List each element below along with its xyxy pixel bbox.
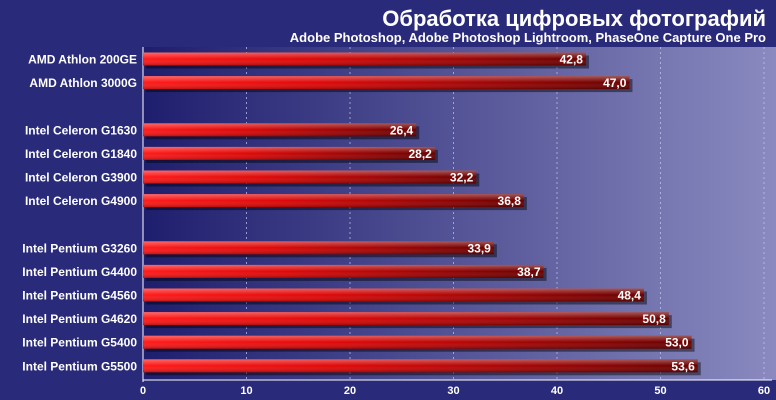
chart-title: Обработка цифровых фотографий — [382, 6, 766, 31]
bar-value-label: 50,8 — [642, 312, 666, 326]
category-label: Intel Pentium G5500 — [22, 359, 137, 373]
bar-value-label: 26,4 — [390, 123, 414, 137]
category-label: AMD Athlon 3000G — [29, 76, 137, 90]
x-tick-label: 30 — [447, 385, 459, 397]
bar-value-label: 48,4 — [618, 289, 642, 303]
bar-value-label: 53,6 — [671, 359, 695, 373]
x-tick-label: 60 — [758, 385, 770, 397]
x-tick-label: 10 — [240, 385, 252, 397]
bar-highlight — [143, 359, 698, 373]
bar-value-label: 38,7 — [517, 265, 541, 279]
bar-highlight — [143, 76, 630, 90]
category-label: Intel Pentium G3260 — [22, 241, 137, 255]
bar-highlight — [143, 288, 644, 302]
x-tick-label: 40 — [551, 385, 563, 397]
bar-value-label: 36,8 — [498, 194, 522, 208]
bar-highlight — [143, 170, 477, 184]
x-tick-label: 50 — [654, 385, 666, 397]
bar-highlight — [143, 264, 544, 278]
chart-subtitle: Adobe Photoshop, Adobe Photoshop Lightro… — [290, 30, 766, 45]
category-label: Intel Pentium G5400 — [22, 336, 137, 350]
bar-highlight — [143, 194, 524, 208]
grid-lines — [142, 47, 772, 382]
bar-value-label: 28,2 — [409, 147, 433, 161]
bar-value-label: 53,0 — [665, 336, 689, 350]
bar-value-label: 47,0 — [603, 76, 627, 90]
category-label: Intel Celeron G1630 — [25, 123, 137, 137]
x-axis-ticks: 0 10 20 30 40 50 60 — [140, 385, 770, 397]
bar-value-label: 32,2 — [450, 171, 474, 185]
category-label: Intel Pentium G4400 — [22, 265, 137, 279]
category-labels: AMD Athlon 200GE AMD Athlon 3000G Intel Ce… — [22, 53, 137, 374]
bar-highlight — [143, 241, 494, 255]
category-label: Intel Celeron G4900 — [25, 194, 137, 208]
category-label: Intel Celeron G1840 — [25, 147, 137, 161]
category-label: Intel Pentium G4560 — [22, 289, 137, 303]
bar-highlight — [143, 52, 586, 66]
bar-value-label: 42,8 — [560, 53, 584, 67]
plot-area — [143, 47, 776, 380]
bar-highlight — [143, 312, 669, 326]
category-label: Intel Pentium G4620 — [22, 312, 137, 326]
bar-highlight — [143, 335, 692, 349]
bar-series: 42,8 47,0 26,4 28,2 32,2 36,8 33,9 38,7 48,450,8… — [143, 52, 701, 376]
category-label: AMD Athlon 200GE — [28, 53, 137, 67]
bar-value-label: 33,9 — [468, 241, 492, 255]
x-tick-label: 20 — [344, 385, 356, 397]
category-label: Intel Celeron G3900 — [25, 171, 137, 185]
bar-highlight — [143, 146, 435, 160]
x-tick-label: 0 — [140, 385, 146, 397]
bar-highlight — [143, 123, 417, 137]
